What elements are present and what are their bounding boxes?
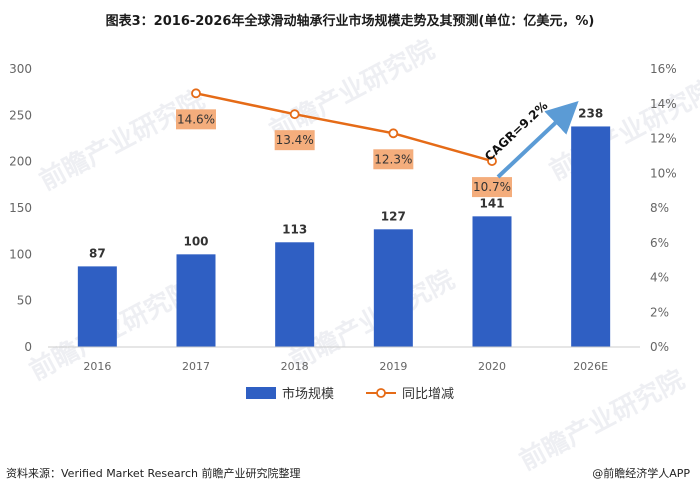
bar [77,266,117,347]
legend-label: 市场规模 [282,386,334,402]
x-tick-label: 2018 [281,360,309,373]
bar-series: 87 100 113 127 141 238 [77,106,611,347]
line-value-label: 10.7% [473,180,511,194]
cagr-annotation: CAGR=9.2% [482,98,579,179]
bar-value-label: 87 [89,246,106,260]
y-right-tick-label: 0% [650,340,669,354]
line-value-box [274,130,315,151]
bar-value-label: 113 [282,222,307,236]
x-tick-label: 2019 [379,360,407,373]
line-value-label: 14.6% [177,112,215,126]
line-value-label: 13.4% [276,133,314,147]
y-right-axis: 0% 2% 4% 6% 8% 10% 12% 14% 16% [650,62,677,354]
y-right-tick-label: 2% [650,305,669,319]
cagr-label: CAGR=9.2% [482,98,550,163]
growth-line [195,92,493,163]
line-point [191,88,201,99]
y-left-tick-label: 150 [9,201,32,215]
y-right-tick-label: 14% [650,97,677,111]
y-right-tick-label: 10% [650,166,677,180]
chart-title: 图表3：2016-2026年全球滑动轴承行业市场规模走势及其预测(单位：亿美元，… [105,14,595,29]
legend-swatch-bar [246,387,276,399]
brand-credit: @前瞻经济学人APP [592,467,690,480]
bar [571,126,611,347]
bar [472,216,512,347]
y-left-tick-label: 0 [24,340,32,354]
x-tick-label: 2017 [182,360,210,373]
y-left-tick-label: 200 [9,155,32,169]
source-note: 资料来源：Verified Market Research 前瞻产业研究院整理 [6,467,301,480]
line-point [487,156,497,166]
legend: 市场规模 同比增减 [246,386,454,402]
bar [275,242,315,347]
line-value-label: 12.3% [374,152,412,166]
line-point [388,128,399,139]
x-tick-label: 2016 [83,360,111,373]
line-point [289,109,300,120]
line-value-box [176,109,216,130]
y-right-tick-label: 12% [650,132,677,146]
x-tick-label: 2020 [478,360,506,373]
y-right-tick-label: 8% [650,201,669,215]
cagr-arrow [496,101,579,179]
y-left-tick-label: 50 [17,294,32,308]
bar-value-label: 127 [381,209,406,223]
line-value-box [373,149,414,170]
bar [176,254,216,347]
y-left-axis: 0 50 100 150 200 250 300 [9,62,32,354]
y-left-tick-label: 300 [9,62,32,76]
bar [373,229,413,347]
line-series: 14.6% 13.4% 12.3% 10.7% [176,88,512,198]
legend-swatch-point [376,388,386,398]
y-left-tick-label: 100 [9,247,32,261]
bar-value-label: 100 [183,234,208,248]
x-tick-label: 2026E [573,360,608,373]
bar-value-label: 238 [578,106,603,120]
y-left-tick-label: 250 [9,108,32,122]
line-value-box [472,177,512,198]
y-right-tick-label: 16% [650,62,677,76]
legend-label: 同比增减 [402,387,454,402]
y-right-tick-label: 6% [650,236,669,250]
bar-value-label: 141 [479,196,504,210]
y-right-tick-label: 4% [650,271,669,285]
x-axis: 2016 2017 2018 2019 2020 2026E [48,346,640,373]
